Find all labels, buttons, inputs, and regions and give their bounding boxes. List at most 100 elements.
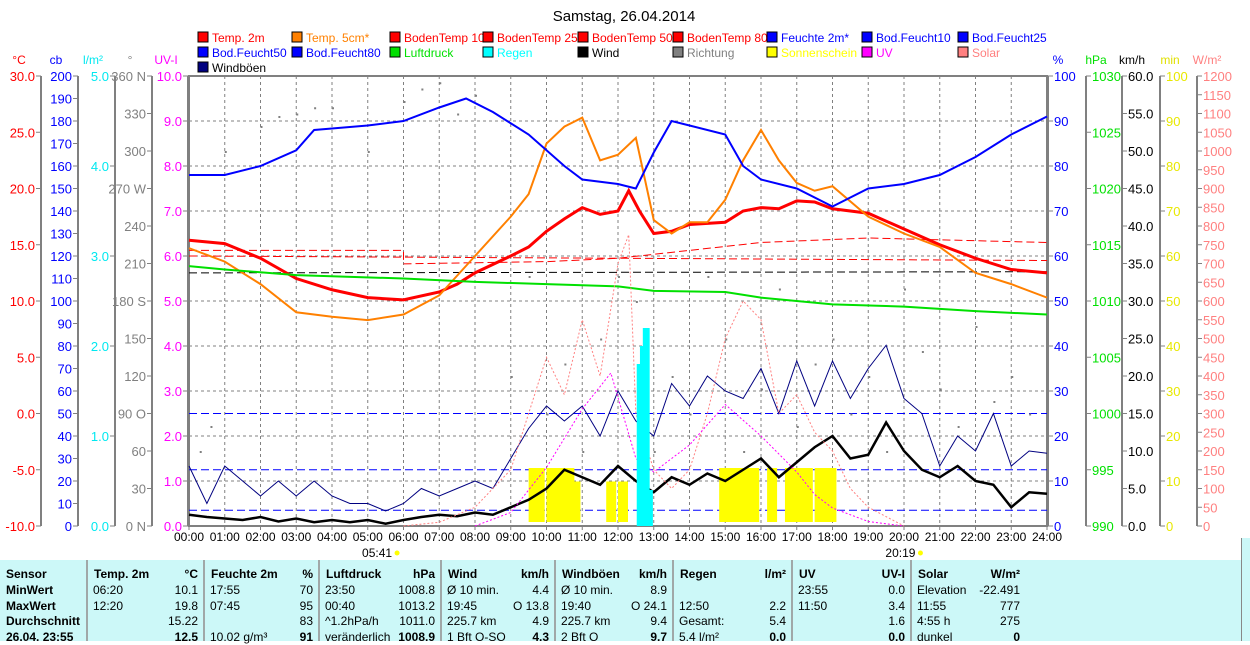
table-cell: 12:20 — [93, 598, 124, 613]
axis-tick-label: 1.0 — [91, 429, 109, 444]
legend-label: Wind — [592, 46, 619, 60]
sunshine-bar — [546, 468, 557, 522]
axis-tick-label: 20 — [1054, 429, 1068, 444]
x-tick-label: 24:00 — [1032, 530, 1062, 544]
legend-label: BodenTemp 25 — [497, 31, 578, 45]
axis-tick-label: 1005 — [1092, 350, 1121, 365]
axis-tick-label: 160 — [50, 159, 72, 174]
legend-label: BodenTemp 50 — [592, 31, 673, 45]
table-cell: 23:55 — [798, 583, 829, 597]
axis-tick-label: 30 — [58, 452, 72, 467]
legend-item: BodenTemp 10 — [389, 31, 485, 45]
legend-swatch — [197, 46, 209, 58]
axis-tick-label: 45.0 — [1128, 182, 1153, 197]
axis-tick-label: 150 — [124, 332, 146, 347]
axis-tick-label: 1010 — [1092, 294, 1121, 309]
direction-point — [707, 276, 710, 278]
axis-tick-label: 0.0 — [91, 519, 109, 534]
axis-tick-label: 180 S — [112, 294, 146, 309]
legend-swatch — [577, 31, 589, 43]
summary-table: Sensor MinWert MaxWert Durchschnitt 26.04. 2… — [0, 560, 1242, 644]
rain-bar — [648, 490, 653, 526]
table-cell: 1.6 — [888, 614, 905, 628]
table-cell: 15.22 — [167, 614, 198, 628]
direction-point — [904, 288, 906, 291]
axis-tick-label: 20.0 — [10, 182, 35, 197]
table-cell: veränderlich — [325, 629, 391, 644]
axis-tick-label: 1050 — [1203, 125, 1232, 140]
legend-swatch — [197, 61, 209, 73]
table-cell: 17:55 — [210, 583, 241, 597]
x-tick-label: 22:00 — [960, 530, 990, 544]
axis-tick-label: 1030 — [1092, 69, 1121, 84]
table-cell: 225.7 km — [561, 614, 611, 628]
axis-tick-label: 5.0 — [1128, 482, 1146, 497]
table-cell: hPa — [412, 567, 435, 581]
table-cell: 225.7 km — [447, 614, 497, 628]
table-cell: 0.0 — [888, 583, 905, 597]
axis-tick-label: 700 — [1203, 257, 1225, 272]
sunshine-bar — [552, 468, 563, 522]
axis-tick-label: 55.0 — [1128, 107, 1153, 122]
legend-swatch — [766, 31, 778, 43]
table-column: Solar W/m² Elevation -22.491 11:55 777 4:55 h 2… — [912, 560, 1038, 644]
table-column: Windböen km/h Ø 10 min. 8.9 19:40 O 24.1 225.7… — [556, 560, 674, 644]
legend-item: Bod.Feucht80 — [291, 46, 381, 60]
table-cell: dunkel — [917, 629, 953, 644]
sunrise-sun-icon — [394, 550, 400, 556]
table-cell: % — [302, 567, 313, 581]
direction-point — [796, 426, 799, 428]
legend-swatch — [389, 46, 401, 58]
direction-point — [332, 107, 334, 110]
legend-item: Temp. 5cm* — [291, 31, 370, 45]
sunshine-bar — [725, 468, 736, 522]
legend-item: BodenTemp 50 — [577, 31, 673, 45]
table-cell: 1008.8 — [398, 583, 435, 597]
sunshine-bar — [802, 468, 813, 522]
legend-label: BodenTemp 10 — [404, 31, 485, 45]
scrollbar[interactable] — [1241, 538, 1250, 641]
direction-point — [210, 426, 213, 428]
x-tick-label: 04:00 — [317, 530, 347, 544]
table-cell: 4.9 — [532, 614, 549, 628]
legend-item: Regen — [482, 46, 532, 60]
legend-swatch — [861, 46, 873, 58]
axis-tick-label: 900 — [1203, 182, 1225, 197]
table-cell: Elevation — [917, 583, 967, 597]
legend-item: Windböen — [197, 61, 266, 75]
axis-tick-label: 140 — [50, 204, 72, 219]
axis-tick-label: 995 — [1092, 463, 1114, 478]
legend-label: Temp. 5cm* — [306, 31, 370, 45]
sunshine-bar — [743, 468, 754, 522]
axis-tick-label: 0 N — [126, 519, 146, 534]
sunshine-bar — [618, 481, 628, 522]
legend-label: BodenTemp 80 — [687, 31, 768, 45]
direction-point — [850, 413, 853, 416]
x-tick-label: 13:00 — [639, 530, 669, 544]
direction-point — [832, 338, 835, 341]
sunrise-label: 05:41 — [362, 546, 392, 560]
table-cell: Regen — [680, 567, 717, 581]
legend-label: UV — [876, 46, 893, 60]
axis-unit-label: UV-I — [154, 53, 177, 67]
sunshine-bar — [528, 468, 539, 522]
legend-label: Sonnenschein — [781, 46, 857, 60]
axis-tick-label: 110 — [51, 272, 72, 287]
axis-tick-label: 1015 — [1092, 238, 1121, 253]
table-cell: 07:45 — [210, 598, 241, 613]
axis-tick-label: 170 — [50, 137, 72, 152]
table-cell: 275 — [999, 614, 1020, 628]
legend-label: Solar — [972, 46, 1000, 60]
series-windb-en — [188, 344, 1048, 512]
axis-tick-label: 50 — [1054, 294, 1068, 309]
table-cell: Solar — [918, 567, 949, 581]
table-cell: 12.5 — [174, 629, 198, 644]
direction-point — [564, 363, 567, 366]
table-column: Temp. 2m °C 06:20 10.1 12:20 19.8 15.22 12.5 — [88, 560, 205, 644]
table-cell: 777 — [999, 598, 1020, 613]
direction-point — [725, 338, 728, 341]
direction-point — [600, 338, 603, 341]
table-cell: 91 — [299, 629, 313, 644]
table-cell: 26.04. 23:55 — [6, 629, 74, 644]
table-cell: km/h — [638, 567, 667, 581]
